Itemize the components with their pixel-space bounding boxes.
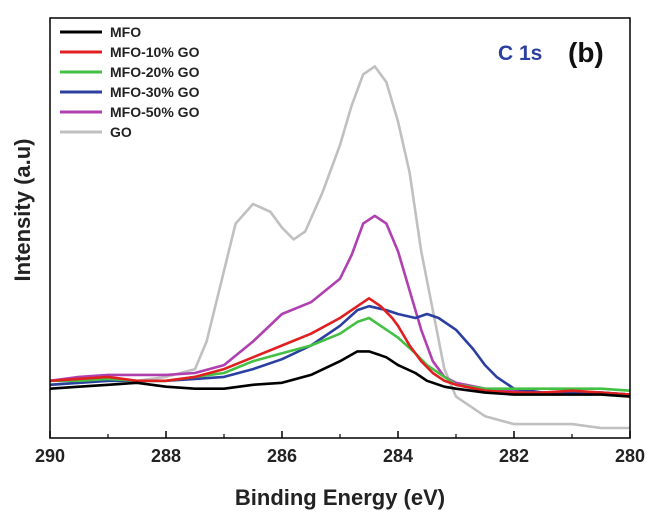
x-tick-label: 288 (151, 446, 181, 466)
panel-label: (b) (568, 37, 604, 68)
legend-label: GO (110, 124, 132, 140)
x-axis-ticks: 290 288 286 284 282 280 (35, 431, 645, 466)
legend-entry: MFO-10% GO (60, 44, 200, 60)
legend-label: MFO-30% GO (110, 84, 200, 100)
legend-entry: MFO-20% GO (60, 64, 200, 80)
legend-entry: MFO-30% GO (60, 84, 200, 100)
legend-entry: MFO (60, 24, 141, 40)
legend-label: MFO (110, 24, 141, 40)
x-tick-label: 286 (267, 446, 297, 466)
legend-label: MFO-20% GO (110, 64, 200, 80)
series-line-mfo-50-go (49, 214, 631, 396)
peak-label: C 1s (498, 42, 542, 65)
series-line-mfo-10-go (49, 296, 631, 396)
series-line-mfo (49, 350, 631, 398)
y-axis-title: Intensity (a.u) (10, 138, 35, 281)
series-layer (49, 65, 631, 430)
series-line-go (49, 65, 630, 430)
legend-label: MFO-10% GO (110, 44, 200, 60)
legend-label: MFO-50% GO (110, 104, 200, 120)
x-tick-label: 280 (615, 446, 645, 466)
x-tick-label: 290 (35, 446, 65, 466)
legend-entry: MFO-50% GO (60, 104, 200, 120)
legend-entry: GO (60, 124, 132, 140)
legend: MFO MFO-10% GO MFO-20% GO MFO-30% GO MFO-50%… (60, 24, 200, 140)
x-tick-label: 284 (383, 446, 413, 466)
x-tick-label: 282 (499, 446, 529, 466)
x-axis-title: Binding Energy (eV) (235, 485, 445, 510)
